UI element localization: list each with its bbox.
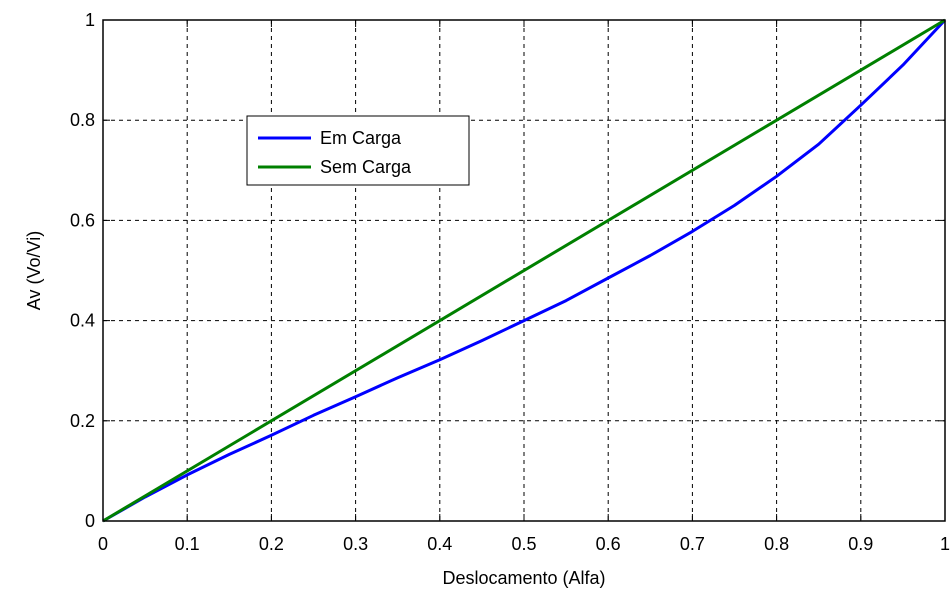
x-tick-label: 0.4 — [427, 534, 452, 554]
x-tick-label: 0.5 — [511, 534, 536, 554]
x-tick-label: 0.9 — [848, 534, 873, 554]
y-tick-label: 0.6 — [70, 210, 95, 230]
x-tick-label: 0.7 — [680, 534, 705, 554]
y-tick-label: 0.4 — [70, 311, 95, 331]
legend-box — [246, 115, 470, 186]
x-tick-label: 0.1 — [175, 534, 200, 554]
y-tick-label: 1 — [85, 10, 95, 30]
x-tick-label: 0.8 — [764, 534, 789, 554]
x-tick-label: 0.2 — [259, 534, 284, 554]
x-tick-label: 0.6 — [596, 534, 621, 554]
tick-group: 0 0.1 0.2 0.3 0.4 0.5 0.6 0.7 0.8 0.9 1 0 0.2 0.4 0.6 0… — [70, 10, 950, 554]
legend-label-sem-carga: Sem Carga — [320, 157, 412, 177]
x-tick-label: 0.3 — [343, 534, 368, 554]
y-tick-label: 0.2 — [70, 411, 95, 431]
x-axis-label: Deslocamento (Alfa) — [442, 568, 605, 588]
y-tick-label: 0.8 — [70, 110, 95, 130]
x-tick-label: 0 — [98, 534, 108, 554]
legend: Em Carga Sem Carga — [246, 115, 470, 186]
series-line-em-carga — [102, 18, 947, 523]
y-tick-label: 0 — [85, 511, 95, 531]
y-axis-label: Av (Vo/Vi) — [24, 231, 44, 310]
legend-label-em-carga: Em Carga — [320, 128, 402, 148]
series-line-sem-carga — [102, 18, 946, 523]
series-group — [102, 18, 947, 523]
x-tick-label: 1 — [940, 534, 950, 554]
